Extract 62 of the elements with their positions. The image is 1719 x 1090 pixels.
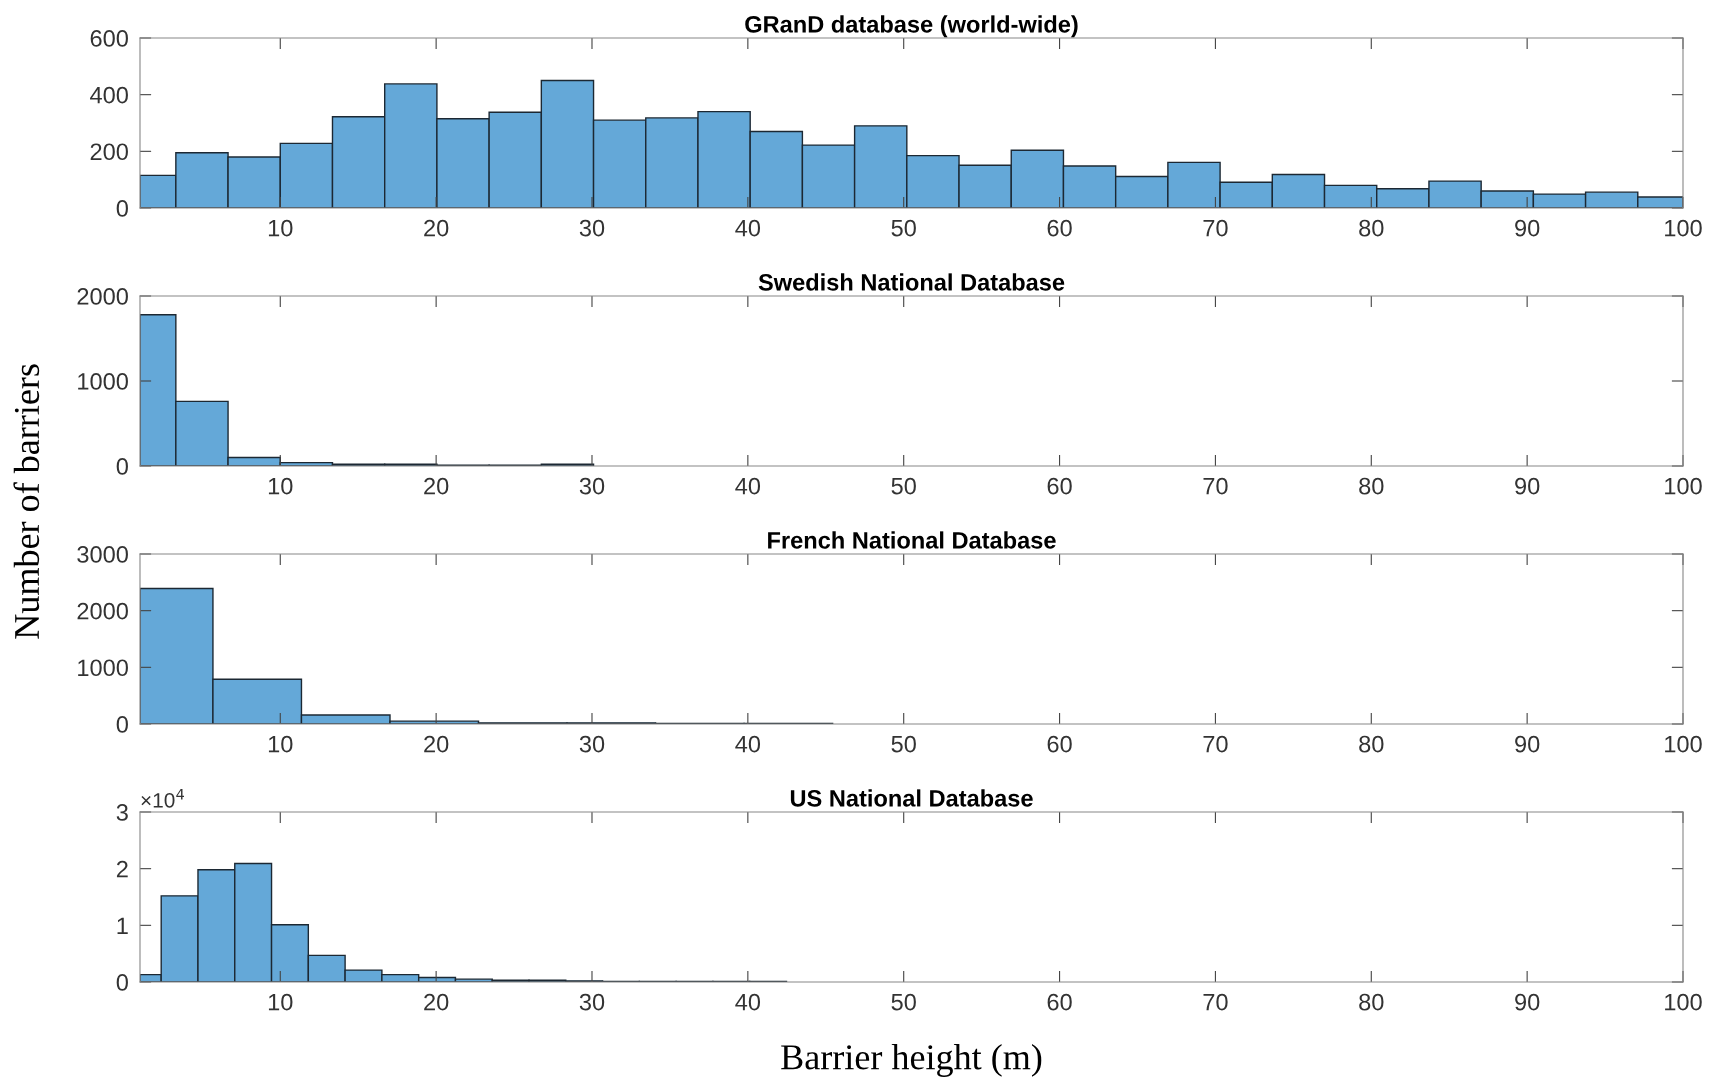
y-tick-label: 0 (116, 458, 128, 475)
x-tick-label: 50 (891, 735, 916, 753)
x-tick-label: 60 (1047, 477, 1072, 495)
y-tick-label: 1000 (78, 659, 128, 677)
x-tick-label: 60 (1047, 735, 1072, 753)
x-tick-label: 70 (1203, 993, 1228, 1011)
y-tick-label: 400 (90, 86, 128, 104)
x-tick-label: 40 (735, 219, 761, 237)
y-tick-label: 3000 (77, 546, 128, 563)
y-tick-label: 1 (117, 917, 128, 934)
x-tick-label: 100 (1665, 477, 1702, 495)
x-tick-label: 100 (1665, 993, 1702, 1011)
x-tick-label: 20 (424, 993, 449, 1011)
x-tick-label: 100 (1665, 219, 1702, 237)
y-tick-label: 1000 (78, 373, 128, 390)
x-tick-label: 40 (735, 477, 761, 495)
y-tick-label: 0 (116, 974, 128, 991)
x-tick-label: 70 (1203, 735, 1228, 753)
x-tick-label: 10 (268, 735, 293, 753)
x-tick-label: 90 (1515, 735, 1540, 753)
x-tick-label: 30 (579, 477, 605, 495)
x-tick-label: 40 (735, 735, 761, 753)
x-tick-label: 10 (268, 477, 293, 495)
chart-title: French National Database (768, 531, 1056, 549)
y-tick-label: 600 (90, 30, 128, 47)
x-tick-label: 10 (268, 219, 293, 237)
x-tick-label: 90 (1515, 219, 1540, 237)
y-axis-title: Number of barriers (13, 364, 40, 639)
x-tick-label: 20 (424, 477, 449, 495)
x-tick-label: 20 (424, 219, 449, 237)
x-tick-label: 50 (891, 219, 916, 237)
chart-title: GRanD database (world-wide) (745, 15, 1078, 38)
x-axis-title: Barrier height (m) (781, 1044, 1042, 1077)
chart-title: Swedish National Database (758, 273, 1065, 291)
x-tick-label: 60 (1047, 219, 1072, 237)
x-tick-label: 60 (1047, 993, 1072, 1011)
x-tick-label: 100 (1665, 735, 1702, 753)
x-tick-label: 50 (891, 993, 916, 1011)
x-tick-label: 50 (891, 477, 916, 495)
y-tick-label: 0 (116, 716, 128, 733)
y-tick-label: 3 (116, 804, 128, 821)
y-tick-label: 2 (116, 860, 128, 878)
y-tick-label: 2000 (77, 288, 128, 305)
x-tick-label: 80 (1359, 993, 1384, 1011)
y-tick-label: 200 (90, 143, 128, 161)
x-tick-label: 30 (579, 735, 605, 753)
x-tick-label: 30 (579, 219, 605, 237)
x-tick-label: 70 (1203, 477, 1228, 495)
x-tick-label: 90 (1515, 993, 1540, 1011)
text: ×10$^{4}$ (141, 788, 184, 808)
x-tick-label: 80 (1359, 219, 1384, 237)
x-tick-label: 40 (735, 993, 761, 1011)
x-tick-label: 90 (1515, 477, 1540, 495)
x-tick-label: 70 (1203, 219, 1228, 237)
x-tick-label: 10 (268, 993, 293, 1011)
y-tick-label: 2000 (77, 602, 128, 620)
y-tick-label: 0 (116, 200, 128, 217)
x-tick-label: 80 (1359, 477, 1384, 495)
chart-title: US National Database (790, 789, 1033, 807)
x-tick-label: 30 (579, 993, 605, 1011)
x-tick-label: 20 (424, 735, 449, 753)
x-tick-label: 80 (1359, 735, 1384, 753)
